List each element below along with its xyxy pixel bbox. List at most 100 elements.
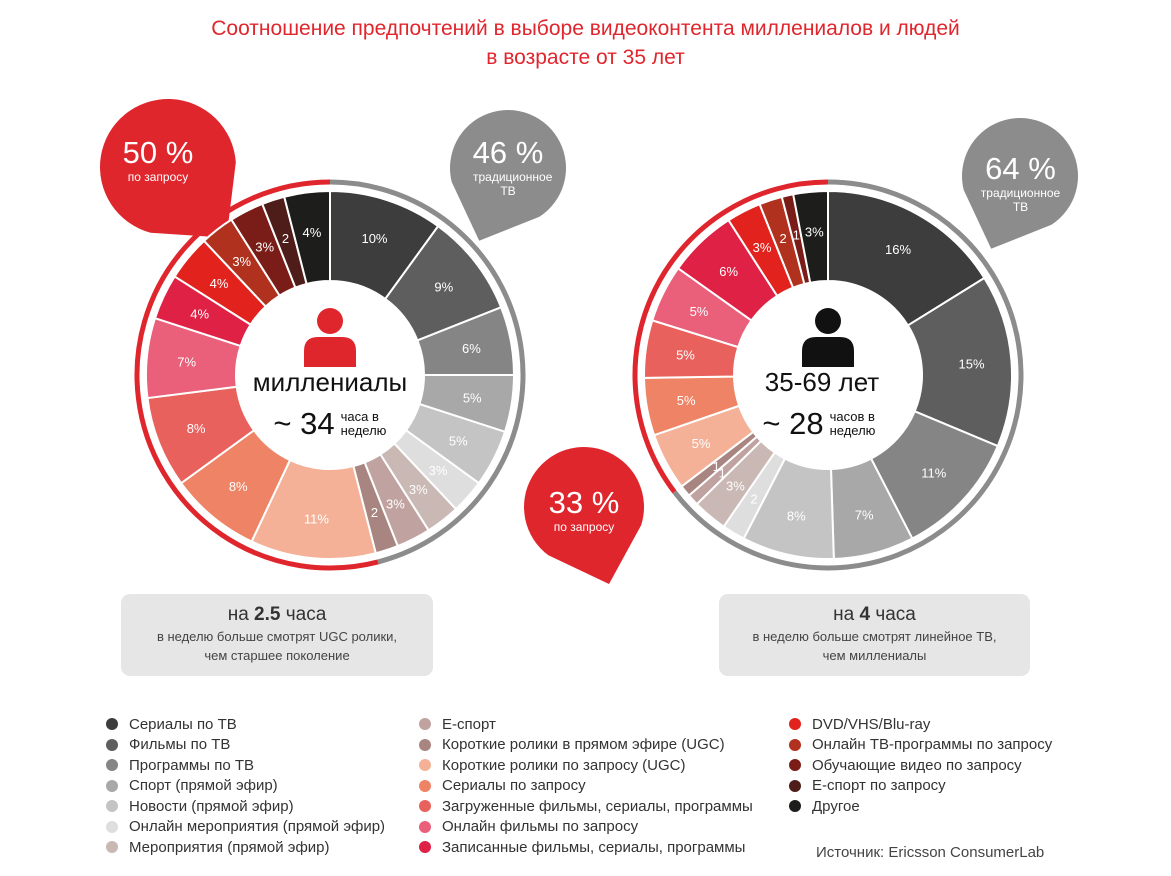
older-slice-label: 5% [690, 304, 709, 319]
millennials-note-line2: в неделю больше смотрят UGC ролики, [156, 629, 398, 644]
older-hours: ~ 28 часов в неделю [750, 406, 900, 442]
millennials-traditional-label: традиционное ТВ [473, 170, 553, 198]
millennials-person-icon-head [317, 308, 343, 334]
older-note-line2: в неделю больше смотрят линейное ТВ, [752, 629, 997, 644]
legend-item: Фильмы по ТВ [106, 735, 385, 756]
legend-item: DVD/VHS/Blu-ray [789, 714, 1052, 735]
older-slice-label: 6% [719, 264, 738, 279]
older-person-icon-body [802, 337, 854, 367]
legend-item: Онлайн ТВ-программы по запросу [789, 735, 1052, 756]
legend-label: Записанные фильмы, сериалы, программы [442, 838, 746, 856]
legend-swatch [419, 820, 431, 833]
millennials-slice-label: 11% [304, 511, 329, 526]
millennials-slice-label: 8% [187, 421, 206, 436]
older-traditional-label: традиционное ТВ [980, 186, 1061, 214]
millennials-slice-label: 7% [177, 354, 196, 369]
legend-label: Онлайн фильмы по запросу [442, 818, 639, 836]
millennials-slice-label: 8% [229, 479, 248, 494]
legend-swatch [419, 759, 431, 772]
millennials-slice-label: 3% [386, 496, 405, 511]
older-traditional-pct: 64 % [985, 151, 1056, 186]
legend-item: Программы по ТВ [106, 755, 385, 776]
older-on-demand-callout: 33 % по запросу [528, 485, 640, 535]
legend-label: Е-спорт [442, 715, 496, 733]
legend-swatch [106, 841, 118, 854]
source-note: Источник: Ericsson ConsumerLab [816, 844, 1045, 861]
older-person-icon-head [815, 308, 841, 334]
older-note-box: на 4 часа в неделю больше смотрят линейн… [719, 594, 1030, 676]
legend-swatch [789, 718, 801, 731]
legend-label: Загруженные фильмы, сериалы, программы [442, 797, 753, 815]
legend-label: Фильмы по ТВ [129, 736, 231, 754]
legend-label: Сериалы по запросу [442, 777, 586, 795]
older-on-demand-arc [632, 179, 828, 494]
millennials-slice-label: 10% [361, 231, 387, 246]
legend-label: Сериалы по ТВ [129, 715, 237, 733]
millennials-person-icon-body [304, 337, 356, 367]
legend-swatch [106, 779, 118, 792]
legend-swatch [419, 718, 431, 731]
chart-title-line2: в возрасте от 35 лет [486, 46, 685, 69]
older-note-line3: чем миллениалы [822, 648, 927, 663]
legend-swatch [106, 738, 118, 751]
legend-item: Записанные фильмы, сериалы, программы [419, 837, 753, 858]
older-slice-label: 1 [793, 228, 800, 243]
older-traditional-arc [672, 179, 1024, 571]
older-center-title: 35-69 лет [764, 367, 880, 397]
older-slice-label: 5% [677, 393, 696, 408]
legend-label: Другое [812, 797, 860, 815]
legend-item: Новости (прямой эфир) [106, 796, 385, 817]
millennials-slice-label: 4% [210, 276, 229, 291]
older-traditional-pin [962, 118, 1078, 249]
legend-item: Онлайн мероприятия (прямой эфир) [106, 817, 385, 838]
legend-label: DVD/VHS/Blu-ray [812, 715, 931, 733]
legend-swatch [106, 718, 118, 731]
millennials-slice-label: 5% [463, 391, 482, 406]
legend-swatch [106, 820, 118, 833]
millennials-slice-label: 2 [371, 505, 378, 520]
legend-label: Короткие ролики по запросу (UGC) [442, 756, 686, 774]
legend-swatch [106, 800, 118, 813]
older-slice [827, 189, 986, 327]
older-slice-label: 15% [959, 357, 985, 372]
legend-item: Е-спорт по запросу [789, 776, 1052, 797]
legend-swatch [419, 841, 431, 854]
legend-item: Другое [789, 796, 1052, 817]
legend-item: Короткие ролики в прямом эфире (UGC) [419, 735, 753, 756]
legend-swatch [789, 759, 801, 772]
older-on-demand-pct: 33 % [548, 485, 620, 520]
legend-swatch [789, 800, 801, 813]
legend-column-2: Е-спорт Короткие ролики в прямом эфире (U… [419, 714, 753, 858]
older-slice-label: 16% [885, 242, 911, 257]
millennials-traditional-arc [329, 179, 526, 565]
millennials-hours-unit: часа в неделю [340, 409, 387, 438]
older-on-demand-pin [524, 447, 644, 585]
older-slice-label: 8% [787, 508, 806, 523]
millennials-slice-label: 3% [409, 482, 428, 497]
legend-label: Короткие ролики в прямом эфире (UGC) [442, 736, 725, 754]
older-hours-unit: часов в неделю [829, 409, 876, 438]
millennials-center [238, 283, 422, 467]
legend-label: Новости (прямой эфир) [129, 797, 294, 815]
legend-item: Короткие ролики по запросу (UGC) [419, 755, 753, 776]
chart-title-line1: Соотношение предпочтений в выборе видеок… [211, 17, 960, 40]
legend-label: Онлайн ТВ-программы по запросу [812, 736, 1053, 754]
legend-swatch [106, 759, 118, 772]
legend-label: Мероприятия (прямой эфир) [129, 838, 330, 856]
legend-label: Онлайн мероприятия (прямой эфир) [129, 818, 386, 836]
older-slice-label: 2 [779, 231, 786, 246]
millennials-slice-label: 4% [303, 225, 322, 240]
legend-swatch [419, 738, 431, 751]
millennials-slice-label: 9% [434, 280, 453, 295]
older-slice-label: 11% [921, 466, 946, 481]
legend-item: Сериалы по запросу [419, 776, 753, 797]
millennials-slice-label: 2 [282, 231, 289, 246]
millennials-slice-label: 5% [449, 433, 468, 448]
legend-label: Спорт (прямой эфир) [129, 777, 278, 795]
older-slice-label: 5% [676, 348, 695, 363]
legend-item: Обучающие видео по запросу [789, 755, 1052, 776]
older-traditional-callout: 64 % традиционное ТВ [963, 151, 1078, 215]
legend-label: Обучающие видео по запросу [812, 756, 1022, 774]
older-slice-label: 1 [719, 466, 726, 481]
millennials-slice [283, 189, 331, 286]
